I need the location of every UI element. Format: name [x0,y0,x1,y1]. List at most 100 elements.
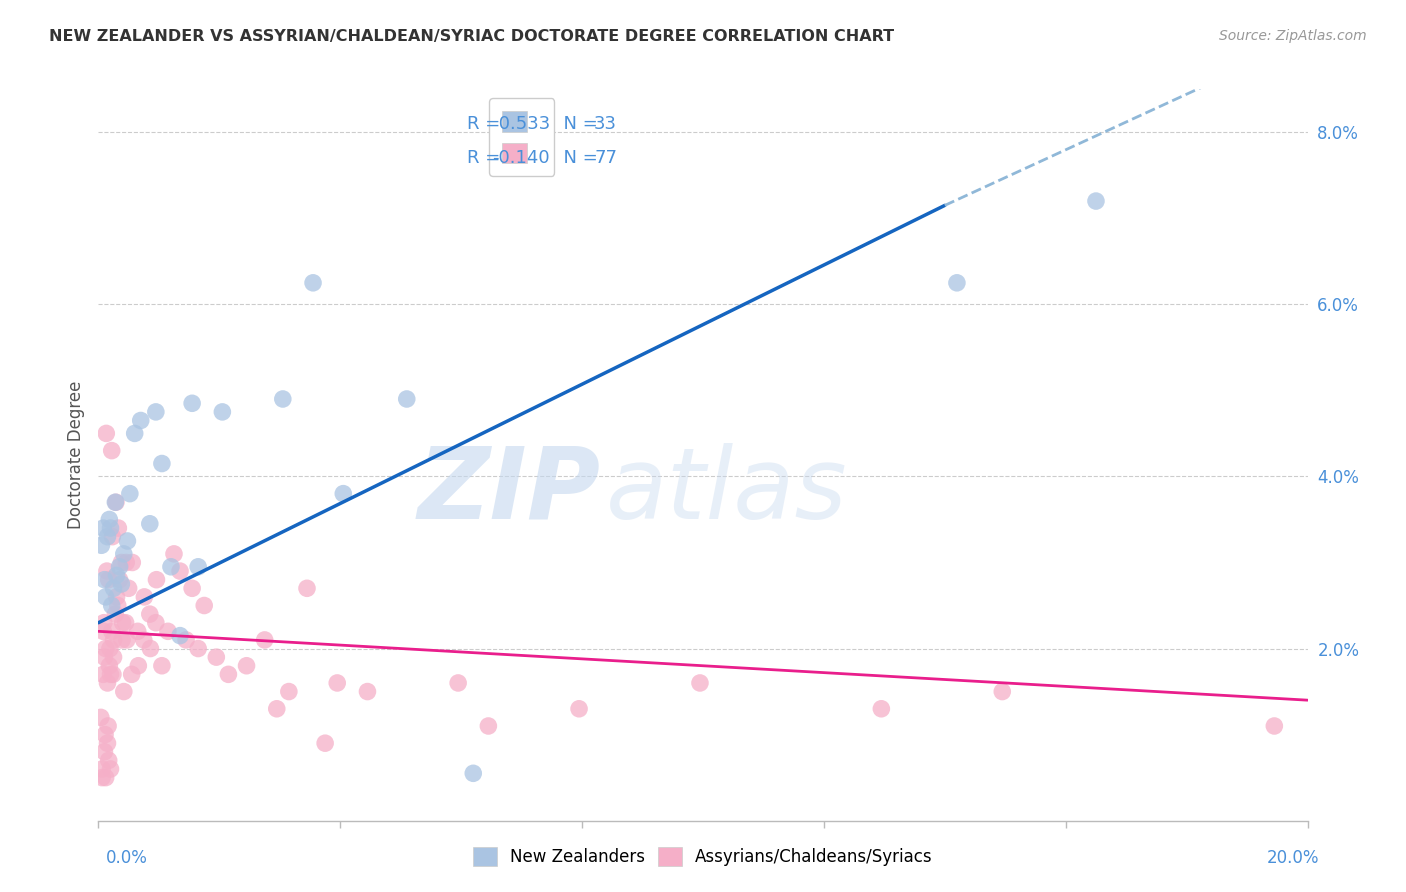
Point [870,702,893,716]
Point [145,405,167,419]
Point [110,577,132,591]
Point [100,599,122,613]
Text: N =: N = [551,149,603,167]
Text: -0.140: -0.140 [492,149,550,167]
Text: atlas: atlas [606,443,848,540]
Point [277,684,299,698]
Point [139,516,162,531]
Point [117,533,139,548]
Point [104,495,127,509]
Point [266,702,288,716]
Point [395,392,418,406]
Point [477,719,499,733]
Point [187,559,209,574]
Point [98,658,121,673]
Point [129,413,152,427]
Point [112,547,135,561]
Point [90,710,112,724]
Point [97,719,120,733]
Text: R =: R = [467,115,506,133]
Point [145,573,167,587]
Point [181,396,204,410]
Point [181,582,204,596]
Text: ZIP: ZIP [418,443,600,540]
Point [356,684,378,698]
Point [150,457,173,471]
Point [112,684,135,698]
Text: 0.533: 0.533 [492,115,550,133]
Point [253,632,276,647]
Point [139,607,162,621]
Point [91,667,114,681]
Point [1263,719,1285,733]
Point [271,392,294,406]
Text: 33: 33 [595,115,617,133]
Point [314,736,336,750]
Point [205,650,228,665]
Point [93,573,115,587]
Point [160,559,183,574]
Text: NEW ZEALANDER VS ASSYRIAN/CHALDEAN/SYRIAC DOCTORATE DEGREE CORRELATION CHART: NEW ZEALANDER VS ASSYRIAN/CHALDEAN/SYRIA… [49,29,894,44]
Point [94,771,117,785]
Point [1085,194,1108,208]
Point [105,568,128,582]
Point [946,276,969,290]
Point [463,766,485,780]
Point [96,736,118,750]
Point [169,629,191,643]
Point [326,676,349,690]
Point [145,615,167,630]
Point [108,573,131,587]
Point [100,443,122,458]
Point [98,512,121,526]
Point [163,547,186,561]
Point [101,667,124,681]
Point [93,745,115,759]
Point [91,624,114,639]
Point [90,538,112,552]
Point [100,762,122,776]
Point [91,771,114,785]
Point [100,667,122,681]
Text: 0.0%: 0.0% [105,849,148,867]
Point [156,624,179,639]
Point [235,658,257,673]
Point [96,676,118,690]
Point [111,615,134,630]
Point [991,684,1014,698]
Point [110,556,132,570]
Point [91,521,114,535]
Point [105,590,128,604]
Point [93,615,115,630]
Point [127,624,149,639]
Point [114,615,136,630]
Point [100,624,122,639]
Point [127,658,149,673]
Text: R =: R = [467,149,506,167]
Legend: , : , [489,98,554,176]
Point [132,632,155,647]
Point [121,556,143,570]
Point [96,564,118,578]
Point [96,426,118,441]
Point [104,495,127,509]
Text: 20.0%: 20.0% [1267,849,1319,867]
Point [332,486,354,500]
Point [111,632,134,647]
Point [139,641,162,656]
Point [107,521,129,535]
Point [447,676,470,690]
Point [568,702,591,716]
Point [94,728,117,742]
Point [211,405,233,419]
Point [124,426,146,441]
Point [108,559,131,574]
Point [96,530,118,544]
Point [193,599,215,613]
Point [302,276,325,290]
Point [107,599,129,613]
Point [115,556,138,570]
Point [100,521,122,535]
Point [97,753,120,767]
Point [689,676,711,690]
